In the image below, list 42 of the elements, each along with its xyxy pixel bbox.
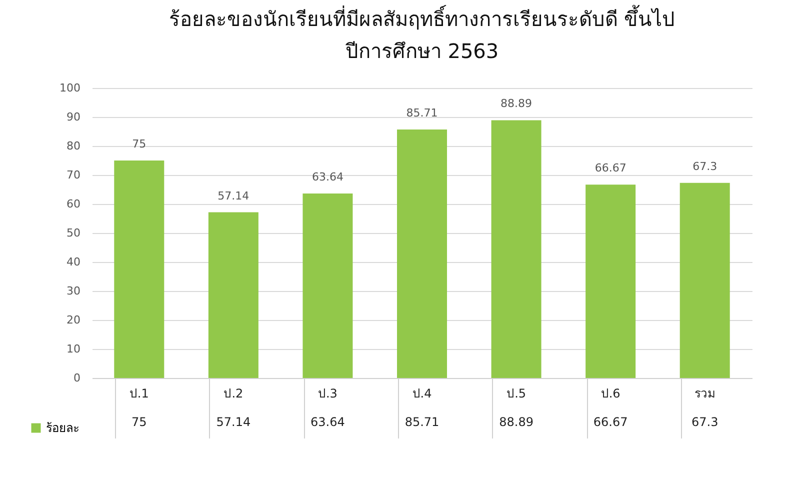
bar <box>114 160 164 378</box>
x-tick-label: ป.1 <box>129 386 149 400</box>
text: 66.67 <box>594 162 626 175</box>
data-label: 57.14 <box>216 415 251 429</box>
data-label: 85.71 <box>404 415 440 429</box>
y-tick-label: 50 <box>66 226 80 240</box>
y-tick-label: 0 <box>74 372 80 384</box>
x-tick-label: ป.2 <box>224 386 244 400</box>
chart-title: ร้อยละของนักเรียนที่มีผลสัมฤทธิ์ทางการเรียนระดับดี ขึ้นไป <box>168 4 676 31</box>
text: 63.64 <box>312 170 344 184</box>
data-label: 88.89 <box>499 415 534 429</box>
y-tick-label: 10 <box>66 342 80 356</box>
y-tick-label: 80 <box>66 140 80 152</box>
y-tick-label: 40 <box>66 256 80 268</box>
y-tick-label: 20 <box>66 314 80 326</box>
text: 85.71 <box>406 106 438 120</box>
x-tick-label: ป.6 <box>600 386 620 400</box>
x-tick-label: ป.5 <box>506 386 526 400</box>
y-tick-label: 100 <box>60 82 80 94</box>
chart-subtitle: ปีการศึกษา 2563 <box>345 39 499 63</box>
data-label: 63.64 <box>310 415 345 429</box>
y-tick-label: 60 <box>66 198 80 210</box>
bar <box>397 129 447 378</box>
y-tick-label: 90 <box>66 110 80 124</box>
legend-label: ร้อยละ <box>46 421 79 435</box>
x-tick-label: รวม <box>694 386 716 400</box>
text: 67.3 <box>692 160 718 173</box>
bar <box>680 182 730 378</box>
text: 57.14 <box>218 189 250 202</box>
bar <box>491 120 542 378</box>
bar <box>302 193 353 378</box>
text: 75 <box>132 138 146 150</box>
y-tick-label: 30 <box>66 284 80 298</box>
bar <box>208 212 258 378</box>
data-label: 66.67 <box>593 415 628 429</box>
bar <box>586 184 636 378</box>
x-tick-label: ป.4 <box>412 386 432 400</box>
data-label: 67.3 <box>692 415 718 429</box>
x-tick-label: ป.3 <box>318 386 338 400</box>
data-label: 75 <box>132 415 147 429</box>
text: 88.89 <box>500 97 532 110</box>
y-tick-label: 70 <box>66 168 80 182</box>
